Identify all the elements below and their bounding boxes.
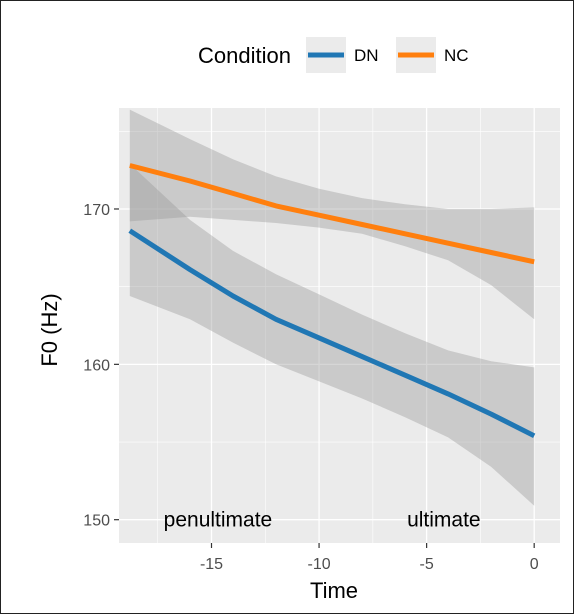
ci-ribbon-nc	[129, 109, 535, 320]
y-tick-label: 160	[83, 357, 110, 374]
legend-title: Condition	[198, 43, 291, 68]
ci-ribbon-dn	[129, 163, 535, 506]
x-axis-title: Time	[310, 578, 358, 603]
y-tick-label: 150	[83, 513, 110, 530]
series-line-dn	[128, 228, 536, 439]
annotation-penultimate: penultimate	[164, 509, 273, 532]
legend: Condition DN NC	[198, 37, 469, 73]
x-tick-label: 0	[530, 556, 539, 573]
annotation-ultimate: ultimate	[407, 509, 481, 532]
confidence-ribbons	[129, 109, 535, 506]
legend-label-nc: NC	[444, 46, 469, 65]
y-axis-title: F0 (Hz)	[37, 293, 62, 366]
x-tick-label: -10	[308, 556, 331, 573]
y-tick-label: 170	[83, 202, 110, 219]
series-line-nc	[129, 163, 535, 265]
legend-label-dn: DN	[354, 46, 379, 65]
series-lines	[128, 163, 536, 439]
x-tick-label: -5	[420, 556, 434, 573]
annotations: penultimate ultimate	[164, 509, 481, 532]
grid	[119, 108, 560, 543]
x-tick-label: -15	[200, 556, 223, 573]
axes: -15 -10 -5 0 150 160 170	[83, 202, 538, 573]
